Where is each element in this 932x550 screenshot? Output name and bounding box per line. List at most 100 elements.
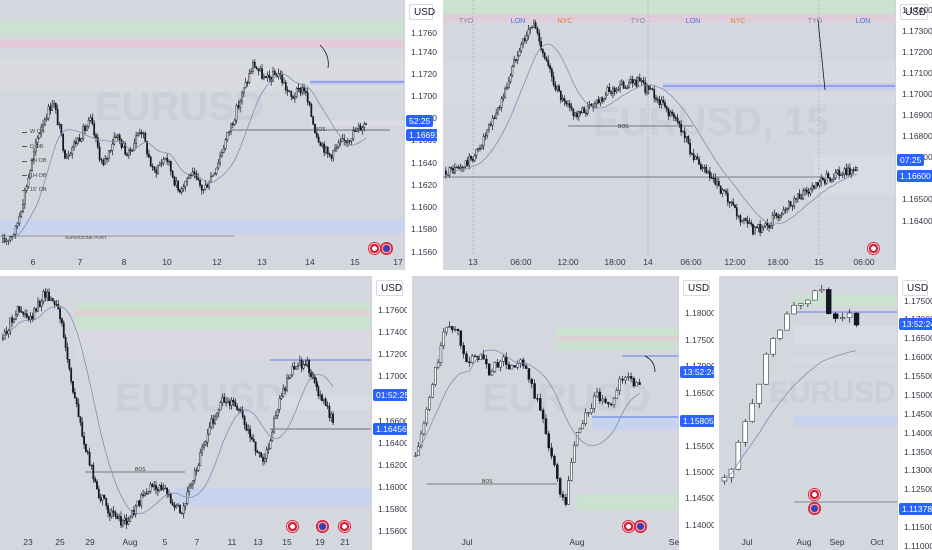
candle[interactable] <box>173 504 176 508</box>
candle[interactable] <box>513 59 516 67</box>
candle[interactable] <box>175 505 178 508</box>
candle[interactable] <box>78 137 81 142</box>
candle[interactable] <box>739 215 742 223</box>
candle[interactable] <box>445 170 447 175</box>
candle[interactable] <box>148 153 150 158</box>
candle[interactable] <box>97 488 100 498</box>
candle[interactable] <box>111 143 114 151</box>
candle[interactable] <box>184 180 187 187</box>
candle[interactable] <box>31 159 34 171</box>
currency-label[interactable]: USD <box>376 280 403 296</box>
candle[interactable] <box>572 108 575 116</box>
candle[interactable] <box>189 174 192 177</box>
candle[interactable] <box>223 396 226 403</box>
candle[interactable] <box>554 84 557 90</box>
candle[interactable] <box>93 123 96 136</box>
candle[interactable] <box>58 124 61 126</box>
candle[interactable] <box>156 488 159 491</box>
candle[interactable] <box>468 155 471 166</box>
chart-panel-daily[interactable]: EURUSD BOS USD 1.180001.175001.170001.16… <box>412 276 714 550</box>
candle[interactable] <box>660 100 663 106</box>
candle[interactable] <box>91 117 94 124</box>
currency-label[interactable]: USD <box>409 4 435 20</box>
candle[interactable] <box>735 207 738 217</box>
candle[interactable] <box>124 143 127 155</box>
candle[interactable] <box>217 162 220 169</box>
candle[interactable] <box>638 77 641 82</box>
candle[interactable] <box>204 441 207 446</box>
candle[interactable] <box>127 149 130 156</box>
candle[interactable] <box>287 377 290 379</box>
candle[interactable] <box>756 383 762 404</box>
candle[interactable] <box>157 165 159 174</box>
candle[interactable] <box>853 312 860 326</box>
candle[interactable] <box>664 102 666 108</box>
candle[interactable] <box>179 189 181 193</box>
candle[interactable] <box>651 88 654 90</box>
candle[interactable] <box>155 169 158 174</box>
candle[interactable] <box>16 306 19 315</box>
candle[interactable] <box>12 234 15 237</box>
time-axis[interactable]: Jul Aug Se <box>412 534 680 550</box>
candle[interactable] <box>147 491 150 494</box>
price-chart[interactable]: BOS <box>443 0 896 254</box>
candle[interactable] <box>359 125 362 131</box>
candle[interactable] <box>18 215 21 224</box>
candle[interactable] <box>219 402 222 411</box>
candle[interactable] <box>168 493 170 496</box>
candle[interactable] <box>475 149 478 156</box>
candle[interactable] <box>541 409 545 419</box>
candle[interactable] <box>568 103 571 108</box>
candle[interactable] <box>131 509 133 519</box>
candle[interactable] <box>62 322 65 338</box>
candle[interactable] <box>527 29 530 36</box>
candle[interactable] <box>51 104 54 111</box>
candle[interactable] <box>42 291 45 302</box>
candle[interactable] <box>730 201 733 204</box>
candle[interactable] <box>239 100 242 108</box>
candle[interactable] <box>825 173 828 184</box>
candle[interactable] <box>243 416 246 426</box>
candle[interactable] <box>744 217 747 221</box>
candle[interactable] <box>300 360 303 369</box>
candle[interactable] <box>687 136 690 144</box>
candle[interactable] <box>249 428 251 438</box>
candle[interactable] <box>453 166 456 174</box>
candle[interactable] <box>598 391 602 402</box>
candle[interactable] <box>88 452 91 466</box>
candle[interactable] <box>646 85 648 93</box>
candle[interactable] <box>262 76 265 79</box>
candle[interactable] <box>332 413 334 423</box>
candle[interactable] <box>26 313 28 318</box>
candle[interactable] <box>680 123 683 133</box>
candle[interactable] <box>80 138 83 142</box>
candle[interactable] <box>516 55 519 61</box>
candle[interactable] <box>232 399 235 403</box>
candle[interactable] <box>594 103 596 108</box>
economic-event-icon[interactable] <box>808 502 821 515</box>
candle[interactable] <box>273 71 276 76</box>
candle[interactable] <box>43 119 46 125</box>
candle[interactable] <box>436 362 440 368</box>
candle[interactable] <box>145 492 148 495</box>
price-chart[interactable]: BOS SUPERZONE PORT <box>0 0 405 254</box>
candle[interactable] <box>75 141 77 144</box>
candle[interactable] <box>786 208 788 210</box>
candle[interactable] <box>171 502 174 506</box>
candle[interactable] <box>595 391 599 397</box>
time-axis[interactable]: 13 06:00 12:00 18:00 14 06:00 12:00 18:00 15 06:0… <box>443 254 896 270</box>
candle[interactable] <box>462 166 465 168</box>
candle[interactable] <box>334 147 336 151</box>
candle[interactable] <box>64 150 66 159</box>
candle[interactable] <box>471 158 474 161</box>
candle[interactable] <box>60 124 63 135</box>
candle[interactable] <box>195 470 198 472</box>
candle[interactable] <box>252 61 254 72</box>
candle[interactable] <box>678 121 681 125</box>
candle[interactable] <box>563 98 566 102</box>
candle[interactable] <box>68 359 71 369</box>
candle[interactable] <box>314 124 316 134</box>
candle[interactable] <box>534 22 537 29</box>
candle[interactable] <box>497 107 499 114</box>
candle[interactable] <box>335 146 338 149</box>
